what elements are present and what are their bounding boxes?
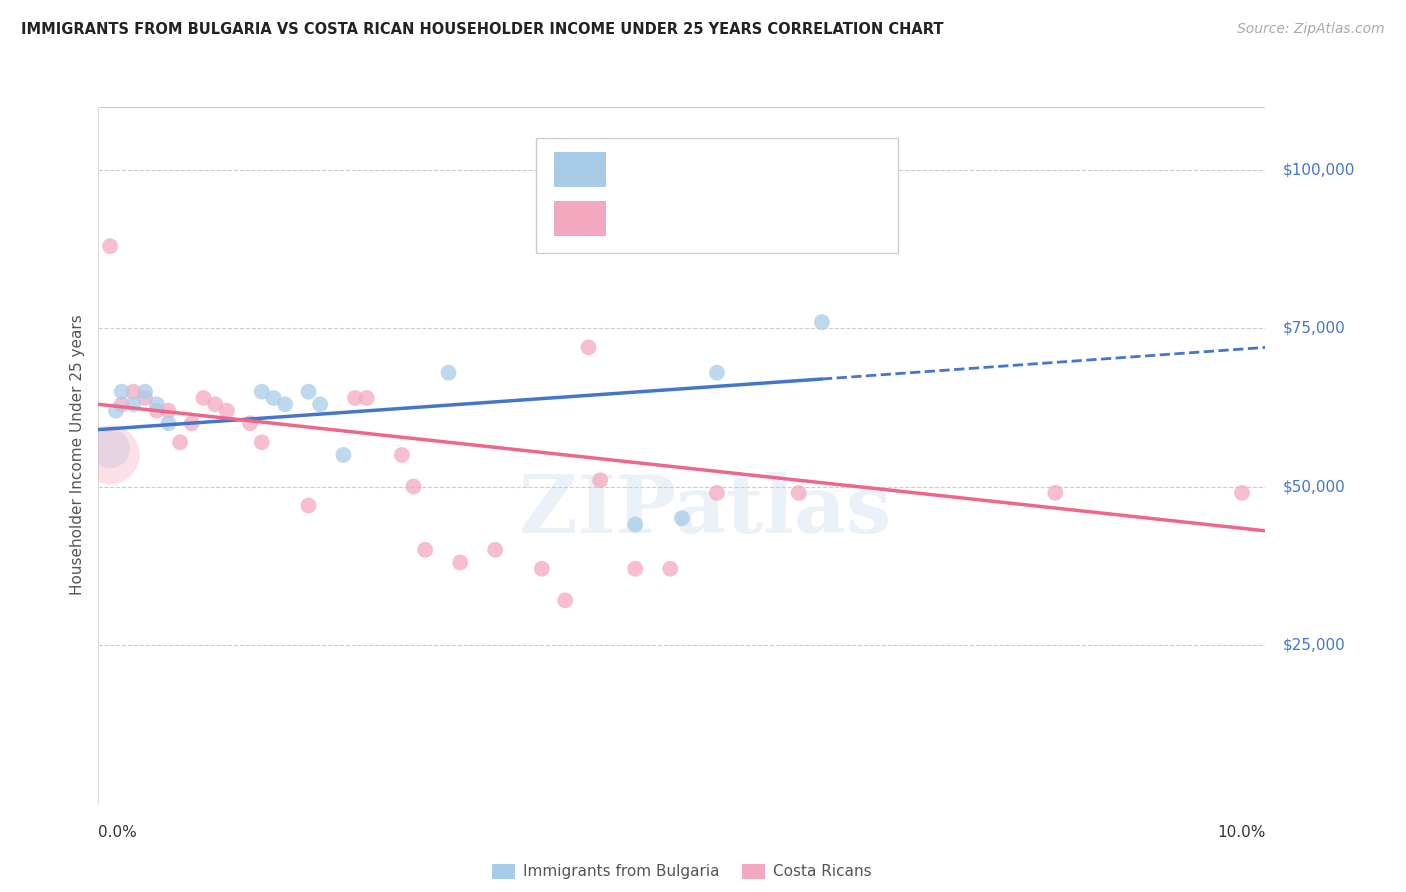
Text: ZIPatlas: ZIPatlas xyxy=(519,472,891,549)
Point xyxy=(554,593,576,607)
Point xyxy=(624,517,647,532)
Point xyxy=(437,366,460,380)
Point xyxy=(157,403,180,417)
Point xyxy=(413,542,436,557)
Point xyxy=(589,473,612,487)
Text: 0.200: 0.200 xyxy=(676,153,728,170)
Point xyxy=(811,315,834,329)
Point xyxy=(104,403,127,417)
Text: N =: N = xyxy=(747,153,783,170)
Point xyxy=(402,479,425,493)
Point xyxy=(706,486,728,500)
FancyBboxPatch shape xyxy=(554,153,606,187)
Point xyxy=(169,435,191,450)
Point xyxy=(297,499,319,513)
Point xyxy=(706,366,728,380)
Text: 13: 13 xyxy=(801,153,824,170)
Point xyxy=(274,397,297,411)
Point xyxy=(122,384,145,399)
Point xyxy=(204,397,226,411)
Text: 10.0%: 10.0% xyxy=(1218,825,1265,840)
Point xyxy=(250,435,273,450)
Point xyxy=(297,384,319,399)
Point xyxy=(262,391,284,405)
Text: R =: R = xyxy=(617,153,654,170)
Point xyxy=(1230,486,1253,500)
Point xyxy=(671,511,693,525)
Point xyxy=(98,448,121,462)
Point xyxy=(530,562,553,576)
Point xyxy=(787,486,810,500)
Point xyxy=(356,391,378,405)
FancyBboxPatch shape xyxy=(536,138,898,253)
Text: 29: 29 xyxy=(824,202,848,220)
Point xyxy=(134,384,156,399)
Text: $75,000: $75,000 xyxy=(1282,321,1346,336)
Point xyxy=(111,384,134,399)
Point xyxy=(344,391,367,405)
FancyBboxPatch shape xyxy=(554,201,606,235)
Point xyxy=(98,442,121,456)
Point xyxy=(578,340,600,354)
Point xyxy=(332,448,354,462)
Y-axis label: Householder Income Under 25 years: Householder Income Under 25 years xyxy=(69,315,84,595)
Point xyxy=(484,542,506,557)
Point xyxy=(193,391,215,405)
Text: Source: ZipAtlas.com: Source: ZipAtlas.com xyxy=(1237,22,1385,37)
Point xyxy=(146,397,169,411)
Point xyxy=(180,417,202,431)
Text: 0.0%: 0.0% xyxy=(98,825,138,840)
Point xyxy=(391,448,413,462)
Text: N =: N = xyxy=(769,202,806,220)
Point xyxy=(98,239,121,253)
Point xyxy=(239,417,262,431)
Legend: Immigrants from Bulgaria, Costa Ricans: Immigrants from Bulgaria, Costa Ricans xyxy=(486,857,877,886)
Text: IMMIGRANTS FROM BULGARIA VS COSTA RICAN HOUSEHOLDER INCOME UNDER 25 YEARS CORREL: IMMIGRANTS FROM BULGARIA VS COSTA RICAN … xyxy=(21,22,943,37)
Point xyxy=(659,562,682,576)
Text: -0.236: -0.236 xyxy=(676,202,735,220)
Point xyxy=(624,562,647,576)
Point xyxy=(122,397,145,411)
Point xyxy=(215,403,238,417)
Text: R =: R = xyxy=(617,202,654,220)
Text: $50,000: $50,000 xyxy=(1282,479,1346,494)
Text: $100,000: $100,000 xyxy=(1282,163,1354,178)
Point xyxy=(146,403,169,417)
Point xyxy=(111,397,134,411)
Point xyxy=(1045,486,1067,500)
Point xyxy=(157,417,180,431)
Text: $25,000: $25,000 xyxy=(1282,637,1346,652)
Point xyxy=(134,391,156,405)
Point xyxy=(309,397,332,411)
Point xyxy=(449,556,471,570)
Point xyxy=(250,384,273,399)
